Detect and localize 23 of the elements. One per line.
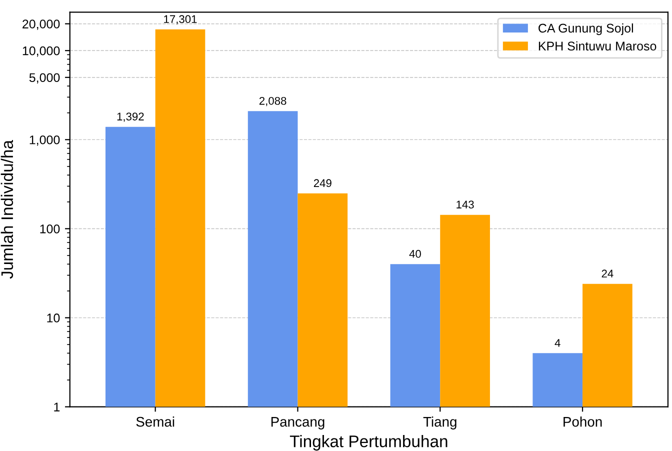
y-tick-label: 1 bbox=[54, 402, 60, 412]
data-label: 4 bbox=[554, 339, 560, 347]
data-label: 1,392 bbox=[117, 112, 144, 122]
data-label: 2,088 bbox=[259, 96, 286, 106]
legend-label: KPH Sintuwu Maroso bbox=[538, 41, 656, 51]
y-tick-label: 20,000 bbox=[22, 20, 60, 30]
x-axis-title: Tingkat Pertumbuhan bbox=[290, 435, 448, 451]
data-label: 17,301 bbox=[164, 15, 197, 24]
data-label: 24 bbox=[602, 270, 614, 278]
data-label: 249 bbox=[314, 179, 332, 188]
y-tick-label: 1,000 bbox=[30, 135, 60, 146]
x-tick-label: Pancang bbox=[271, 417, 324, 430]
y-tick-label: 100 bbox=[40, 224, 60, 234]
y-tick-label: 5,000 bbox=[29, 73, 60, 84]
data-label: 143 bbox=[456, 200, 474, 208]
x-tick-label: Tiang bbox=[423, 416, 456, 430]
y-axis-title: Jumlah Individu/ha bbox=[0, 140, 14, 279]
data-label: 40 bbox=[409, 250, 421, 258]
legend-label: CA Gunung Sojol bbox=[538, 23, 633, 36]
y-tick-label: 10 bbox=[47, 314, 60, 322]
x-tick-label: Semai bbox=[136, 416, 174, 427]
x-tick-label: Pohon bbox=[564, 416, 602, 427]
y-tick-label: 10,000 bbox=[22, 46, 60, 57]
